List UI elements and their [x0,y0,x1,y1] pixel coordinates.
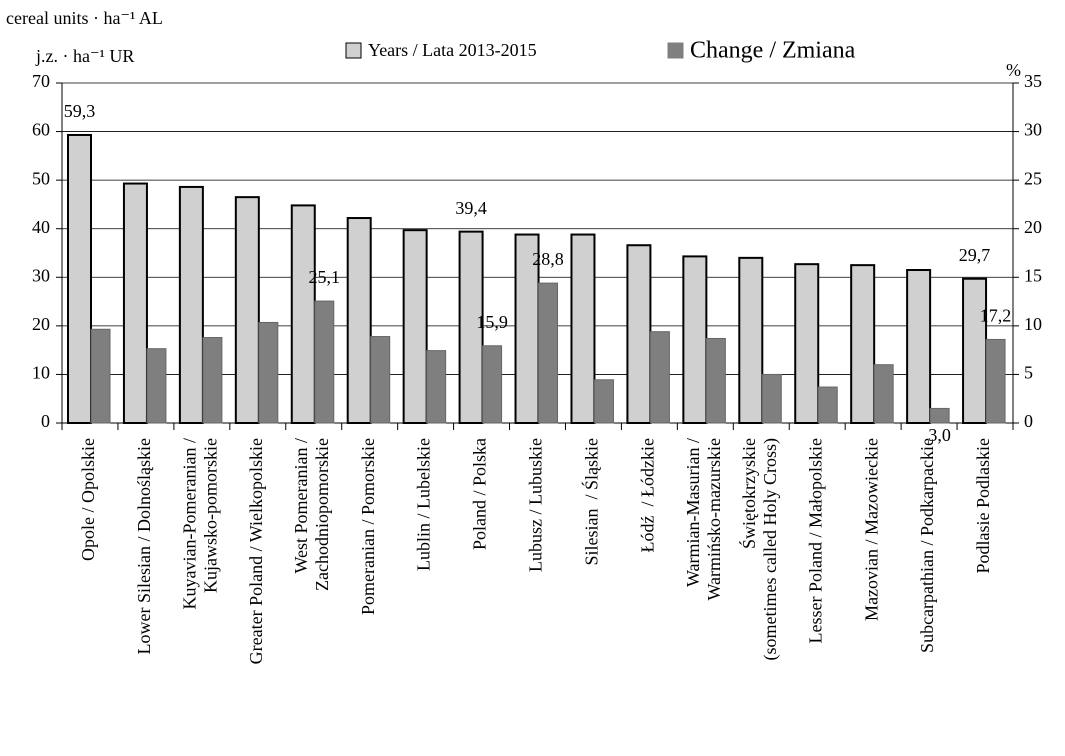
x-tick-label: Warmian-Masurian /Warmińsko-mazurskie [683,438,724,601]
data-label: 17,2 [980,306,1012,326]
y2-tick-label: 15 [1024,265,1042,285]
bar [458,230,484,424]
bar [146,348,167,424]
data-label: 3,0 [928,425,951,445]
x-tick-label: Lublin / Lubelskie [414,438,434,571]
bar [794,263,820,424]
data-label: 28,8 [532,249,564,269]
x-tick-label: Podlasie Podlaskie [973,438,993,574]
x-tick-label: Greater Poland / Wielkopolskie [246,438,266,664]
data-label: 59,3 [64,101,96,121]
bar [962,277,988,424]
bar [649,331,670,424]
x-tick-label: Lubusz / Lubuskie [526,438,546,572]
legend-label: Change / Zmiana [690,38,856,64]
bar [626,244,652,424]
bar [178,185,204,424]
bar [370,336,391,424]
x-tick-label: Poland / Polska [470,438,490,550]
bar [202,337,223,424]
x-tick-label: Opole / Opolskie [78,438,98,561]
bar [482,345,503,424]
y2-tick-label: 0 [1024,411,1033,431]
bar [873,364,894,424]
x-tick-label: Lesser Poland / Małopolskie [805,438,825,643]
y-axis-label-secondary: j.z. · ha⁻¹ UR [35,46,134,66]
bar [234,196,260,424]
y-tick-label: 60 [32,120,50,140]
x-tick-label: Mazovian / Mazowieckie [861,438,881,621]
bar [817,386,838,424]
legend-label: Years / Lata 2013-2015 [368,40,537,60]
bar [570,233,596,424]
bar [761,373,782,424]
y-tick-label: 70 [32,71,50,91]
x-tick-label: Subcarpathian / Podkarpackie [917,438,937,653]
bar [682,255,708,424]
data-label: 15,9 [476,312,508,332]
y-tick-label: 20 [32,314,50,334]
bar [258,321,279,424]
y-tick-label: 30 [32,265,50,285]
x-tick-label: Łódź / Łódzkie [638,438,658,552]
y-tick-label: 50 [32,168,50,188]
bar [738,256,764,424]
y2-tick-label: 5 [1024,363,1033,383]
x-tick-label: Świętokrzyskie(sometimes called Holy Cro… [738,438,781,660]
bar [985,338,1006,424]
y2-tick-label: 25 [1024,168,1042,188]
y2-tick-label: 35 [1024,71,1042,91]
y2-tick-label: 10 [1024,314,1042,334]
x-tick-label: Kuyavian-Pomeranian /Kujawsko-pomorskie [179,438,220,609]
y2-tick-label: 20 [1024,217,1042,237]
x-tick-label: Silesian / Śląskie [581,438,602,566]
x-tick-label: Lower Silesian / Dolnośląskie [134,438,154,654]
x-tick-label: West Pomeranian /Zachodniopomorskie [291,438,332,591]
bar [346,217,372,424]
bar [538,282,559,424]
y-tick-label: 40 [32,217,50,237]
data-label: 29,7 [959,245,991,265]
bar [67,133,92,424]
bar [426,350,447,424]
legend-swatch [345,42,362,59]
x-tick-label: Pomeranian / Pomorskie [358,438,378,615]
bar [705,337,726,424]
y2-axis-label: % [1006,60,1021,80]
data-label: 25,1 [309,267,341,287]
bar [850,264,876,424]
y-tick-label: 0 [41,411,50,431]
legend-swatch [667,42,684,59]
y2-tick-label: 30 [1024,120,1042,140]
y-tick-label: 10 [32,363,50,383]
bar [290,204,316,424]
bar [90,328,111,424]
bar [906,269,932,424]
bar [314,300,335,424]
bar [122,182,148,424]
bar [402,229,428,424]
data-label: 39,4 [455,198,487,218]
bar [929,407,950,424]
bar [593,379,614,424]
y-axis-label: cereal units · ha⁻¹ AL [6,8,163,28]
